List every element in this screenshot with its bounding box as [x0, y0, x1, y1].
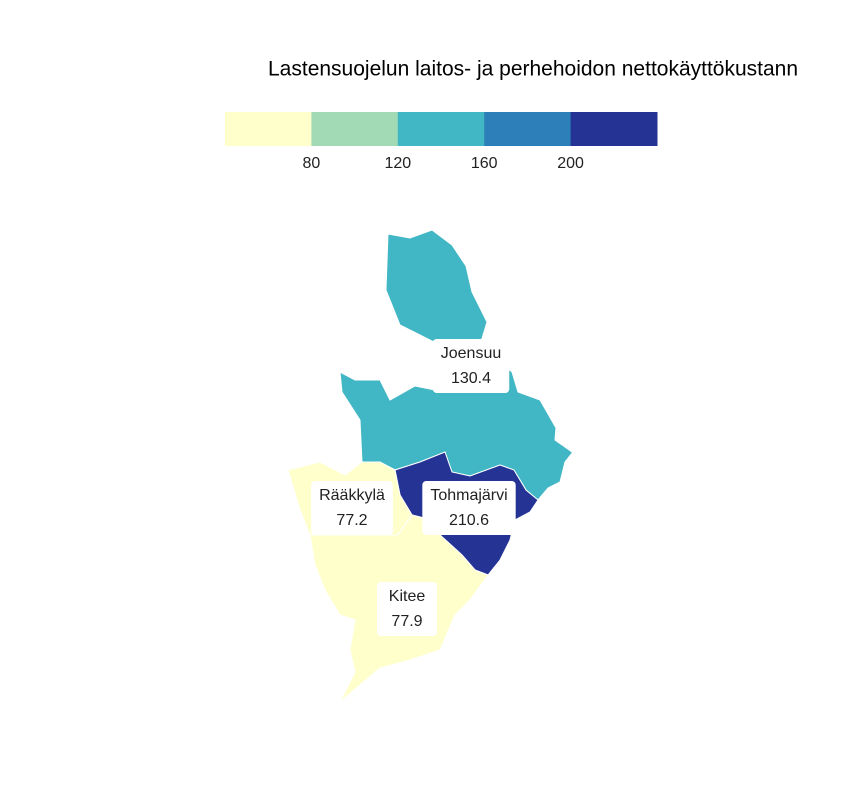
region-label: Kitee 77.9	[377, 582, 437, 636]
region-value: 130.4	[451, 370, 491, 387]
legend-label: 80	[303, 155, 321, 172]
label-box	[377, 582, 437, 636]
region-name: Rääkkylä	[319, 487, 385, 504]
region-value: 77.9	[391, 613, 422, 630]
legend-swatch	[225, 112, 312, 146]
legend-swatch	[484, 112, 572, 146]
region-name: Kitee	[389, 588, 426, 605]
region-labels: Joensuu 130.4 Tohmajärvi 210.6 Rääkkylä 77.2 K…	[311, 339, 516, 636]
region-name: Tohmajärvi	[430, 487, 507, 504]
label-box	[422, 481, 516, 535]
legend-label: 160	[471, 155, 498, 172]
region-label: Joensuu 130.4	[432, 339, 510, 393]
label-box	[432, 339, 510, 393]
region-name: Joensuu	[441, 345, 502, 362]
legend-swatch	[311, 112, 399, 146]
region-value: 77.2	[336, 512, 367, 529]
map-title: Lastensuojelun laitos- ja perhehoidon ne…	[268, 58, 798, 81]
label-box	[311, 481, 393, 535]
legend-swatch	[397, 112, 485, 146]
legend-swatch	[570, 112, 658, 146]
region-value: 210.6	[449, 512, 489, 529]
legend-label: 200	[557, 155, 584, 172]
region-label: Tohmajärvi 210.6	[422, 481, 516, 535]
legend: 80 120 160 200	[225, 112, 658, 172]
legend-label: 120	[384, 155, 411, 172]
region-label: Rääkkylä 77.2	[311, 481, 393, 535]
